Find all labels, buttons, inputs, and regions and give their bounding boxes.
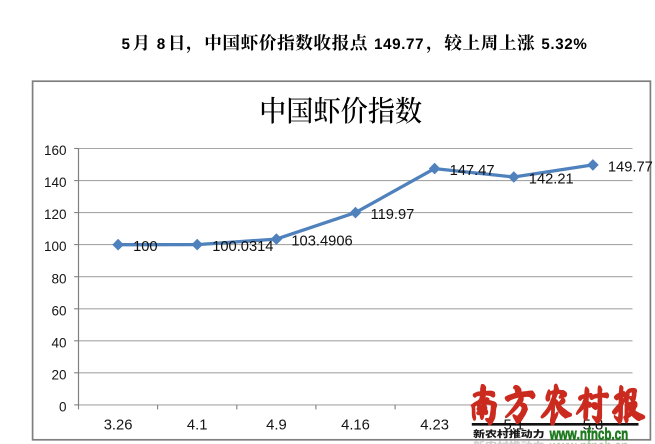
- svg-text:4.9: 4.9: [266, 417, 287, 433]
- svg-text:100: 100: [44, 239, 67, 254]
- svg-text:103.4906: 103.4906: [291, 234, 352, 250]
- svg-text:4.16: 4.16: [341, 417, 370, 433]
- svg-text:4.1: 4.1: [187, 417, 208, 433]
- svg-text:60: 60: [51, 303, 66, 318]
- svg-text:140: 140: [44, 175, 67, 190]
- svg-text:119.97: 119.97: [371, 207, 415, 223]
- svg-text:100: 100: [133, 239, 158, 255]
- svg-text:20: 20: [51, 367, 66, 382]
- svg-text:120: 120: [44, 207, 67, 222]
- svg-text:142.21: 142.21: [529, 172, 574, 188]
- svg-text:147.47: 147.47: [450, 163, 495, 179]
- svg-text:4.23: 4.23: [420, 417, 449, 433]
- svg-text:160: 160: [44, 143, 67, 158]
- svg-text:149.77: 149.77: [608, 159, 653, 175]
- svg-text:40: 40: [51, 335, 66, 350]
- svg-text:0: 0: [59, 400, 67, 415]
- svg-text:100.0314: 100.0314: [212, 239, 273, 255]
- svg-text:80: 80: [51, 271, 66, 286]
- svg-text:3.26: 3.26: [104, 417, 133, 433]
